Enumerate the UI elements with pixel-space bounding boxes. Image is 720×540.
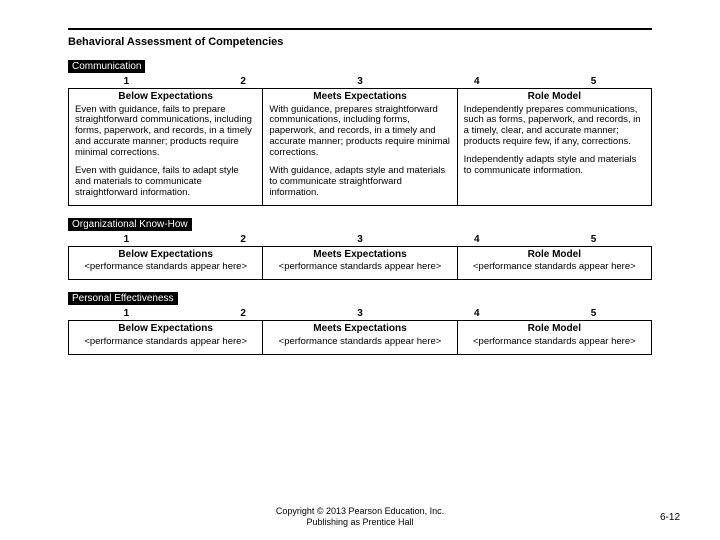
rubric-communication: Below Expectations Even with guidance, f… bbox=[68, 88, 652, 206]
level-below: Below Expectations bbox=[75, 323, 256, 337]
scale-row: 1 2 3 4 5 bbox=[68, 307, 652, 320]
page-content: Behavioral Assessment of Competencies Co… bbox=[68, 28, 652, 363]
scale-5: 5 bbox=[535, 76, 652, 87]
scale-2: 2 bbox=[185, 76, 302, 87]
col-meets: Meets Expectations With guidance, prepar… bbox=[262, 89, 456, 205]
role-body: Independently prepares communications, s… bbox=[464, 105, 645, 178]
meets-p2: With guidance, adapts style and material… bbox=[269, 166, 450, 199]
document-title: Behavioral Assessment of Competencies bbox=[68, 36, 652, 48]
meets-p1: With guidance, prepares straightforward … bbox=[269, 105, 450, 160]
top-rule bbox=[68, 28, 652, 30]
level-meets: Meets Expectations bbox=[269, 323, 450, 337]
scale-3: 3 bbox=[302, 308, 419, 319]
level-below: Below Expectations bbox=[75, 91, 256, 105]
placeholder-meets: <performance standards appear here> bbox=[269, 337, 450, 348]
placeholder-role: <performance standards appear here> bbox=[464, 337, 645, 348]
scale-4: 4 bbox=[418, 308, 535, 319]
scale-5: 5 bbox=[535, 308, 652, 319]
section-tag-personal: Personal Effectiveness bbox=[68, 292, 178, 305]
scale-row: 1 2 3 4 5 bbox=[68, 233, 652, 246]
section-tag-communication: Communication bbox=[68, 60, 145, 73]
rubric-orgknowhow: Below Expectations <performance standard… bbox=[68, 246, 652, 280]
col-below: Below Expectations <performance standard… bbox=[69, 247, 262, 279]
col-meets: Meets Expectations <performance standard… bbox=[262, 247, 456, 279]
scale-1: 1 bbox=[68, 308, 185, 319]
scale-4: 4 bbox=[418, 234, 535, 245]
rubric-personal: Below Expectations <performance standard… bbox=[68, 320, 652, 354]
section-tag-orgknowhow: Organizational Know-How bbox=[68, 218, 192, 231]
copyright-block: Copyright © 2013 Pearson Education, Inc.… bbox=[276, 506, 444, 528]
below-p1: Even with guidance, fails to prepare str… bbox=[75, 105, 256, 160]
level-meets: Meets Expectations bbox=[269, 249, 450, 263]
col-role: Role Model <performance standards appear… bbox=[457, 321, 651, 353]
copyright-line1: Copyright © 2013 Pearson Education, Inc. bbox=[276, 506, 444, 517]
level-role: Role Model bbox=[464, 249, 645, 263]
placeholder-below: <performance standards appear here> bbox=[75, 337, 256, 348]
col-below: Below Expectations <performance standard… bbox=[69, 321, 262, 353]
col-below: Below Expectations Even with guidance, f… bbox=[69, 89, 262, 205]
level-role: Role Model bbox=[464, 91, 645, 105]
footer: Copyright © 2013 Pearson Education, Inc.… bbox=[0, 506, 720, 528]
copyright-line2: Publishing as Prentice Hall bbox=[276, 517, 444, 528]
section-communication: Communication 1 2 3 4 5 Below Expectatio… bbox=[68, 56, 652, 206]
scale-1: 1 bbox=[68, 76, 185, 87]
section-personal: Personal Effectiveness 1 2 3 4 5 Below E… bbox=[68, 288, 652, 354]
scale-row: 1 2 3 4 5 bbox=[68, 75, 652, 88]
scale-5: 5 bbox=[535, 234, 652, 245]
placeholder-meets: <performance standards appear here> bbox=[269, 262, 450, 273]
scale-4: 4 bbox=[418, 76, 535, 87]
page-number: 6-12 bbox=[660, 512, 680, 523]
below-body: Even with guidance, fails to prepare str… bbox=[75, 105, 256, 199]
level-meets: Meets Expectations bbox=[269, 91, 450, 105]
role-p2: Independently adapts style and materials… bbox=[464, 155, 645, 177]
level-below: Below Expectations bbox=[75, 249, 256, 263]
col-meets: Meets Expectations <performance standard… bbox=[262, 321, 456, 353]
scale-2: 2 bbox=[185, 234, 302, 245]
role-p1: Independently prepares communications, s… bbox=[464, 105, 645, 149]
meets-body: With guidance, prepares straightforward … bbox=[269, 105, 450, 199]
scale-2: 2 bbox=[185, 308, 302, 319]
placeholder-role: <performance standards appear here> bbox=[464, 262, 645, 273]
section-orgknowhow: Organizational Know-How 1 2 3 4 5 Below … bbox=[68, 214, 652, 280]
below-p2: Even with guidance, fails to adapt style… bbox=[75, 166, 256, 199]
level-role: Role Model bbox=[464, 323, 645, 337]
col-role: Role Model <performance standards appear… bbox=[457, 247, 651, 279]
scale-3: 3 bbox=[302, 234, 419, 245]
placeholder-below: <performance standards appear here> bbox=[75, 262, 256, 273]
scale-3: 3 bbox=[302, 76, 419, 87]
col-role: Role Model Independently prepares commun… bbox=[457, 89, 651, 205]
scale-1: 1 bbox=[68, 234, 185, 245]
